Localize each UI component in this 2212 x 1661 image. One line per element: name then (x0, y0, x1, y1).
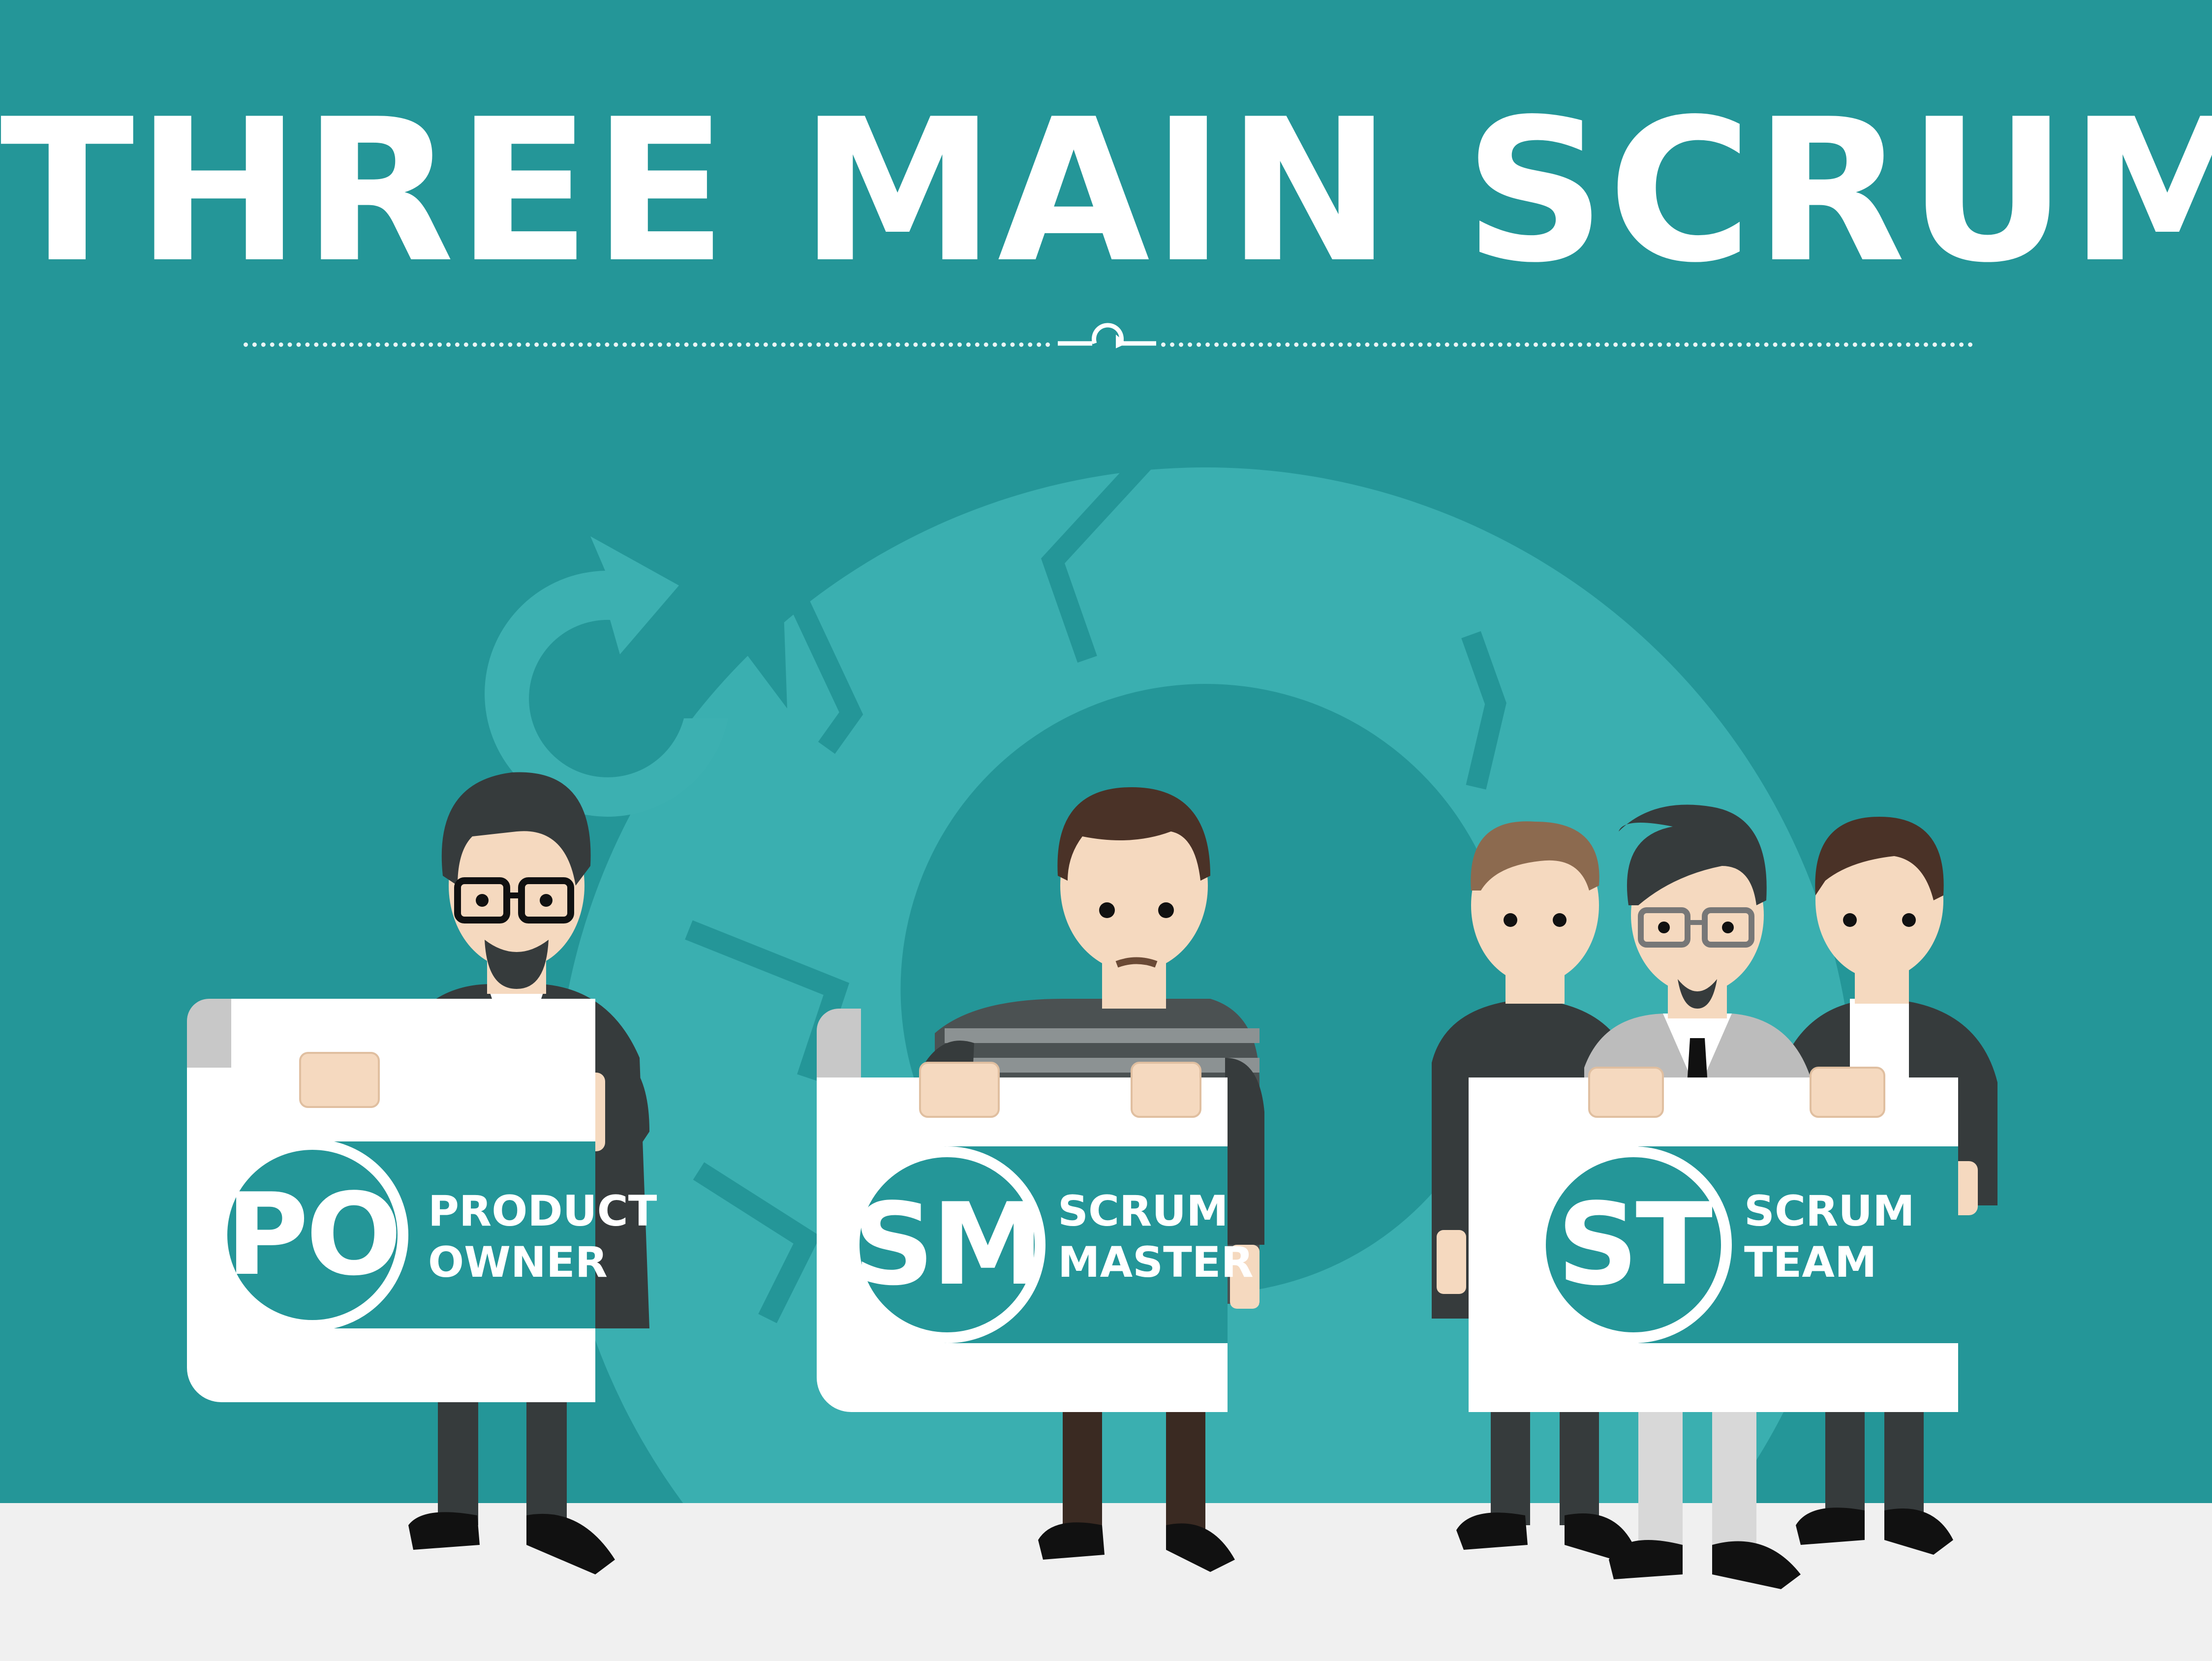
role-label-scrum-master: SCRUM MASTER (1058, 1186, 1254, 1288)
role-label-line1: PRODUCT (428, 1187, 657, 1236)
role-label-line1: SCRUM (1058, 1187, 1229, 1236)
divider-right (1161, 342, 1973, 347)
page-title: THREE MAIN SCRUM ROLES (0, 77, 2212, 306)
role-label-line1: SCRUM (1744, 1187, 1915, 1236)
role-label-line2: MASTER (1058, 1238, 1254, 1287)
role-badge-po: PO (216, 1139, 408, 1331)
role-label-scrum-team: SCRUM TEAM (1744, 1186, 1915, 1288)
role-label-line2: TEAM (1744, 1238, 1877, 1287)
divider-left (244, 342, 1050, 347)
role-badge-st: ST (1535, 1146, 1732, 1343)
role-label-line2: OWNER (428, 1238, 608, 1287)
role-abbreviation: ST (1557, 1179, 1713, 1311)
role-abbreviation: SM (853, 1179, 1045, 1311)
divider-loop-icon (1058, 323, 1156, 348)
role-abbreviation: PO (225, 1169, 402, 1301)
role-badge-sm: SM (849, 1146, 1045, 1343)
cycle-arrow-icon (485, 536, 728, 817)
banner-sheet-top (231, 999, 595, 1097)
role-label-product-owner: PRODUCT OWNER (428, 1186, 657, 1288)
banner-sheet-top (861, 1082, 1228, 1141)
floor (0, 1503, 2212, 1661)
